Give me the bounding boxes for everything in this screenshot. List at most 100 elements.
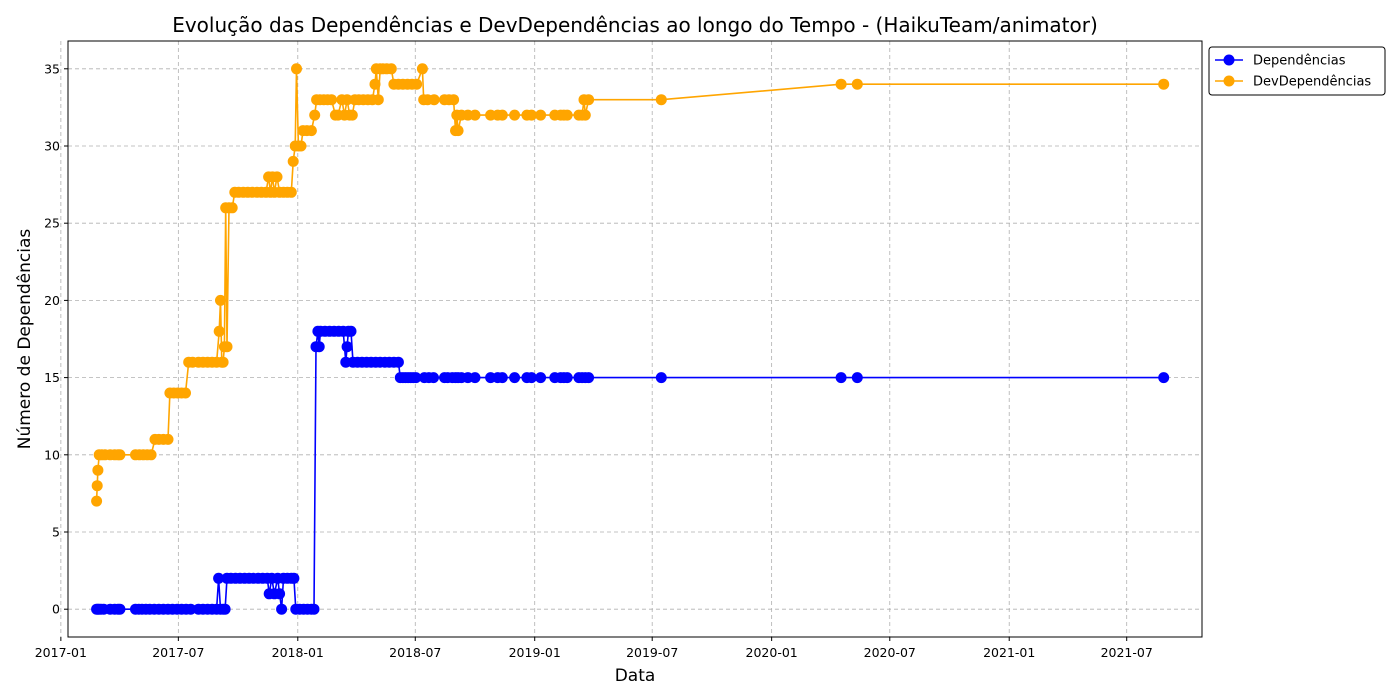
data-point <box>276 603 288 615</box>
legend-marker <box>1223 54 1235 66</box>
data-point <box>835 78 847 90</box>
x-tick-label: 2018-07 <box>389 645 441 660</box>
data-point <box>385 63 397 75</box>
legend-marker <box>1223 75 1235 87</box>
series-line <box>96 330 1164 611</box>
y-tick-label: 35 <box>44 61 60 76</box>
data-point <box>341 341 353 353</box>
data-point <box>452 125 464 137</box>
data-point <box>411 78 423 90</box>
y-tick-label: 20 <box>44 293 60 308</box>
data-point <box>213 325 225 337</box>
x-tick-label: 2018-01 <box>272 645 324 660</box>
chart-title: Evolução das Dependências e DevDependênc… <box>172 13 1098 37</box>
data-point <box>655 94 667 106</box>
x-tick-label: 2021-07 <box>1101 645 1153 660</box>
plot-area <box>91 63 1170 615</box>
y-tick-label: 15 <box>44 370 60 385</box>
y-tick-label: 10 <box>44 447 60 462</box>
data-point <box>185 603 197 615</box>
x-axis-label: Data <box>615 666 656 686</box>
data-point <box>291 63 302 75</box>
x-tick-label: 2021-01 <box>983 645 1035 660</box>
series-dependencias <box>91 325 1170 615</box>
data-point <box>162 433 174 445</box>
legend-item: DevDependências <box>1215 75 1371 90</box>
data-point <box>221 341 233 353</box>
y-tick-label: 0 <box>52 602 60 617</box>
legend: Dependências DevDependências <box>1208 46 1386 96</box>
data-point <box>341 94 353 106</box>
data-point <box>295 140 307 152</box>
data-point <box>428 372 439 384</box>
data-point <box>509 109 521 121</box>
data-point <box>326 94 337 106</box>
data-point <box>526 372 537 384</box>
data-point <box>579 109 591 121</box>
data-point <box>509 372 521 384</box>
series-line <box>95 68 1164 502</box>
x-tick-label: 2017-07 <box>152 645 204 660</box>
x-tick-label: 2019-07 <box>626 645 678 660</box>
data-point <box>496 109 508 121</box>
data-point <box>215 294 226 306</box>
data-point <box>410 372 422 384</box>
data-point <box>535 372 547 384</box>
data-point <box>416 63 428 75</box>
data-point <box>448 94 460 106</box>
series-devdependencias <box>91 63 1170 507</box>
legend-label: DevDependências <box>1253 75 1371 90</box>
x-tick-label: 2020-01 <box>746 645 798 660</box>
data-point <box>372 94 384 106</box>
data-point <box>91 495 103 507</box>
data-point <box>469 109 481 121</box>
data-point <box>145 449 157 461</box>
data-point <box>287 155 299 167</box>
data-point <box>469 372 481 384</box>
data-point <box>217 356 229 368</box>
legend-label: Dependências <box>1253 54 1346 69</box>
data-point <box>180 387 191 399</box>
data-point <box>583 94 595 106</box>
data-point <box>583 372 595 384</box>
data-point <box>428 94 440 106</box>
data-point <box>285 186 297 198</box>
axes-frame <box>67 40 1203 638</box>
y-tick-label: 30 <box>44 138 60 153</box>
data-point <box>114 603 126 615</box>
axis-ticks: 2017-01 2017-07 2018-01 2018-07 2019-01 2019-… <box>35 61 1153 660</box>
data-point <box>561 372 573 384</box>
data-point <box>213 572 225 584</box>
data-point <box>92 464 104 476</box>
data-point <box>305 125 317 137</box>
data-point <box>219 603 231 615</box>
data-point <box>851 372 863 384</box>
data-point <box>1158 372 1170 384</box>
data-point <box>288 572 300 584</box>
x-tick-label: 2020-07 <box>864 645 916 660</box>
data-point <box>392 356 404 368</box>
x-tick-label: 2017-01 <box>35 645 87 660</box>
data-point <box>271 171 283 183</box>
data-point <box>655 372 667 384</box>
x-tick-label: 2019-01 <box>509 645 561 660</box>
grid-lines <box>60 41 1202 637</box>
data-point <box>369 78 381 90</box>
data-point <box>1158 78 1170 90</box>
y-tick-label: 5 <box>52 525 60 540</box>
data-point <box>535 109 547 121</box>
data-point <box>526 109 537 121</box>
legend-box <box>1208 46 1386 96</box>
data-point <box>561 109 573 121</box>
data-point <box>496 372 508 384</box>
data-point <box>851 78 863 90</box>
data-point <box>346 109 358 121</box>
legend-item: Dependências <box>1215 54 1346 69</box>
data-point <box>114 449 126 461</box>
data-point <box>835 372 847 384</box>
data-point <box>91 480 103 492</box>
y-axis-label: Número de Dependências <box>15 229 35 450</box>
data-point <box>308 603 320 615</box>
data-point <box>313 341 325 353</box>
